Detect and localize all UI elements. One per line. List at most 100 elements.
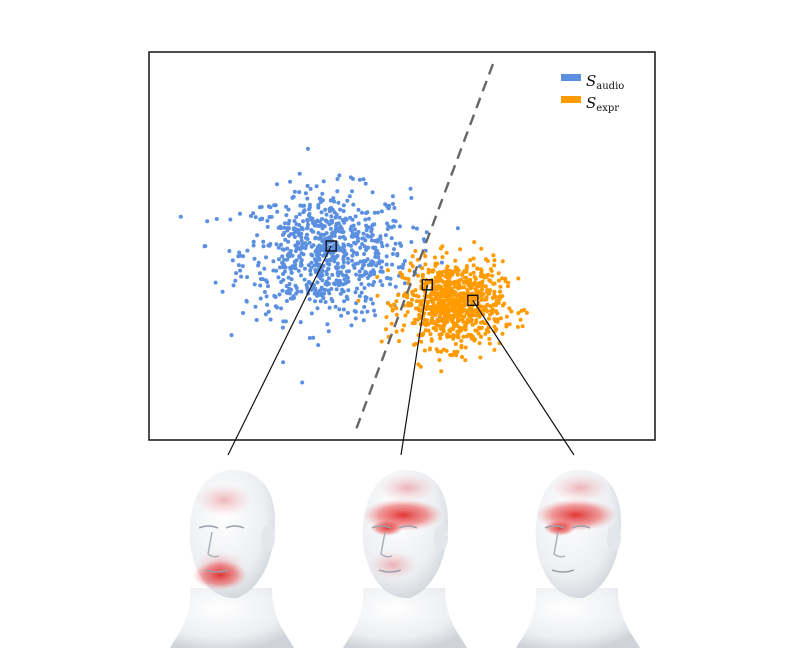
scatter-point-audio	[205, 219, 210, 224]
scatter-point-expr	[422, 348, 427, 353]
scatter-point-expr	[439, 285, 444, 290]
scatter-point-expr	[375, 275, 380, 279]
scatter-point-audio	[308, 186, 313, 191]
scatter-point-audio	[255, 233, 260, 238]
legend-subscript-expr: expr	[596, 103, 619, 114]
scatter-point-expr	[434, 310, 439, 315]
scatter-point-audio	[333, 215, 338, 220]
nose	[553, 531, 566, 558]
scatter-point-audio	[261, 244, 266, 249]
scatter-point-audio	[355, 286, 359, 291]
scatter-point-audio	[332, 199, 337, 204]
scatter-point-audio	[392, 206, 397, 210]
scatter-point-audio	[284, 284, 289, 289]
scatter-point-audio	[341, 249, 346, 254]
scatter-point-expr	[441, 292, 446, 297]
scatter-point-expr	[447, 328, 452, 333]
scatter-point-audio	[349, 234, 354, 239]
scatter-point-audio	[253, 304, 258, 309]
scatter-point-expr	[487, 336, 492, 341]
scalp-activation	[379, 474, 435, 502]
scatter-point-expr	[480, 283, 485, 288]
scatter-point-expr	[405, 292, 410, 297]
scatter-point-audio	[287, 282, 292, 286]
scatter-point-audio	[303, 241, 308, 246]
scatter-point-expr	[453, 303, 458, 308]
scatter-point-expr	[458, 317, 463, 322]
scatter-point-audio	[335, 261, 340, 266]
ear-shape	[261, 525, 275, 551]
scatter-point-expr	[461, 280, 466, 285]
scatter-point-audio	[282, 230, 287, 235]
scatter-point-audio	[358, 245, 363, 250]
scatter-point-expr	[458, 247, 463, 252]
scatter-point-expr	[430, 269, 435, 274]
scatter-point-audio	[342, 220, 347, 225]
scatter-point-audio	[266, 309, 271, 314]
scatter-point-audio	[349, 224, 354, 229]
scatter-point-expr	[453, 308, 458, 313]
scatter-point-audio	[362, 252, 367, 256]
scatter-point-expr	[464, 266, 469, 271]
scatter-point-audio	[276, 275, 281, 280]
scatter-point-audio	[307, 202, 312, 207]
scatter-point-audio	[278, 265, 282, 270]
scatter-point-audio	[288, 232, 293, 237]
neck-shape	[516, 588, 640, 648]
scatter-point-audio	[265, 224, 270, 229]
series-audio	[178, 146, 460, 385]
scatter-point-audio	[361, 236, 366, 241]
scatter-point-audio	[262, 290, 267, 294]
scatter-point-audio	[335, 270, 340, 275]
scatter-point-expr	[462, 303, 467, 308]
scatter-point-audio	[350, 253, 355, 258]
scatter-point-expr	[492, 263, 497, 268]
scatter-point-audio	[323, 300, 328, 304]
scatter-point-expr	[451, 336, 456, 341]
scatter-point-audio	[320, 294, 325, 299]
scatter-point-expr	[473, 287, 478, 292]
scatter-point-audio	[409, 240, 414, 244]
scatter-point-audio	[368, 273, 373, 277]
scatter-point-audio	[234, 271, 239, 276]
scatter-point-audio	[343, 281, 348, 286]
scatter-point-audio	[306, 213, 311, 218]
scatter-point-audio	[289, 270, 294, 275]
scatter-point-audio	[345, 198, 350, 203]
scatter-point-expr	[455, 329, 460, 334]
nose	[207, 531, 220, 558]
scatter-point-expr	[450, 353, 455, 358]
scatter-point-audio	[313, 235, 318, 240]
scatter-point-expr	[473, 276, 478, 281]
scatter-point-audio	[229, 333, 234, 338]
scatter-point-expr	[384, 315, 389, 320]
scatter-point-audio	[328, 226, 333, 231]
scatter-point-audio	[252, 282, 257, 287]
scatter-point-expr	[496, 271, 501, 276]
scatter-point-expr	[463, 327, 468, 332]
scatter-point-audio	[316, 205, 321, 210]
scatter-point-audio	[276, 225, 281, 230]
scatter-point-audio	[280, 288, 285, 293]
scatter-point-audio	[355, 232, 360, 237]
scatter-point-expr	[461, 319, 466, 324]
scatter-point-audio	[341, 307, 346, 312]
scatter-point-expr	[483, 257, 488, 262]
scatter-point-audio	[262, 266, 267, 271]
scatter-point-expr	[437, 358, 442, 362]
highlight-marker-face-1	[325, 240, 337, 252]
scatter-point-audio	[284, 289, 289, 294]
scatter-point-expr	[496, 300, 501, 305]
scatter-point-audio	[305, 146, 310, 151]
scatter-point-expr	[425, 304, 430, 309]
scatter-point-audio	[295, 289, 300, 294]
scatter-point-expr	[426, 270, 431, 275]
scatter-point-audio	[377, 259, 382, 264]
scatter-point-audio	[272, 203, 277, 208]
scatter-point-audio	[258, 217, 263, 222]
scatter-point-expr	[419, 339, 424, 344]
scatter-point-audio	[351, 202, 356, 207]
scatter-point-expr	[438, 246, 443, 251]
scatter-point-audio	[364, 228, 369, 233]
scatter-point-audio	[356, 221, 361, 226]
